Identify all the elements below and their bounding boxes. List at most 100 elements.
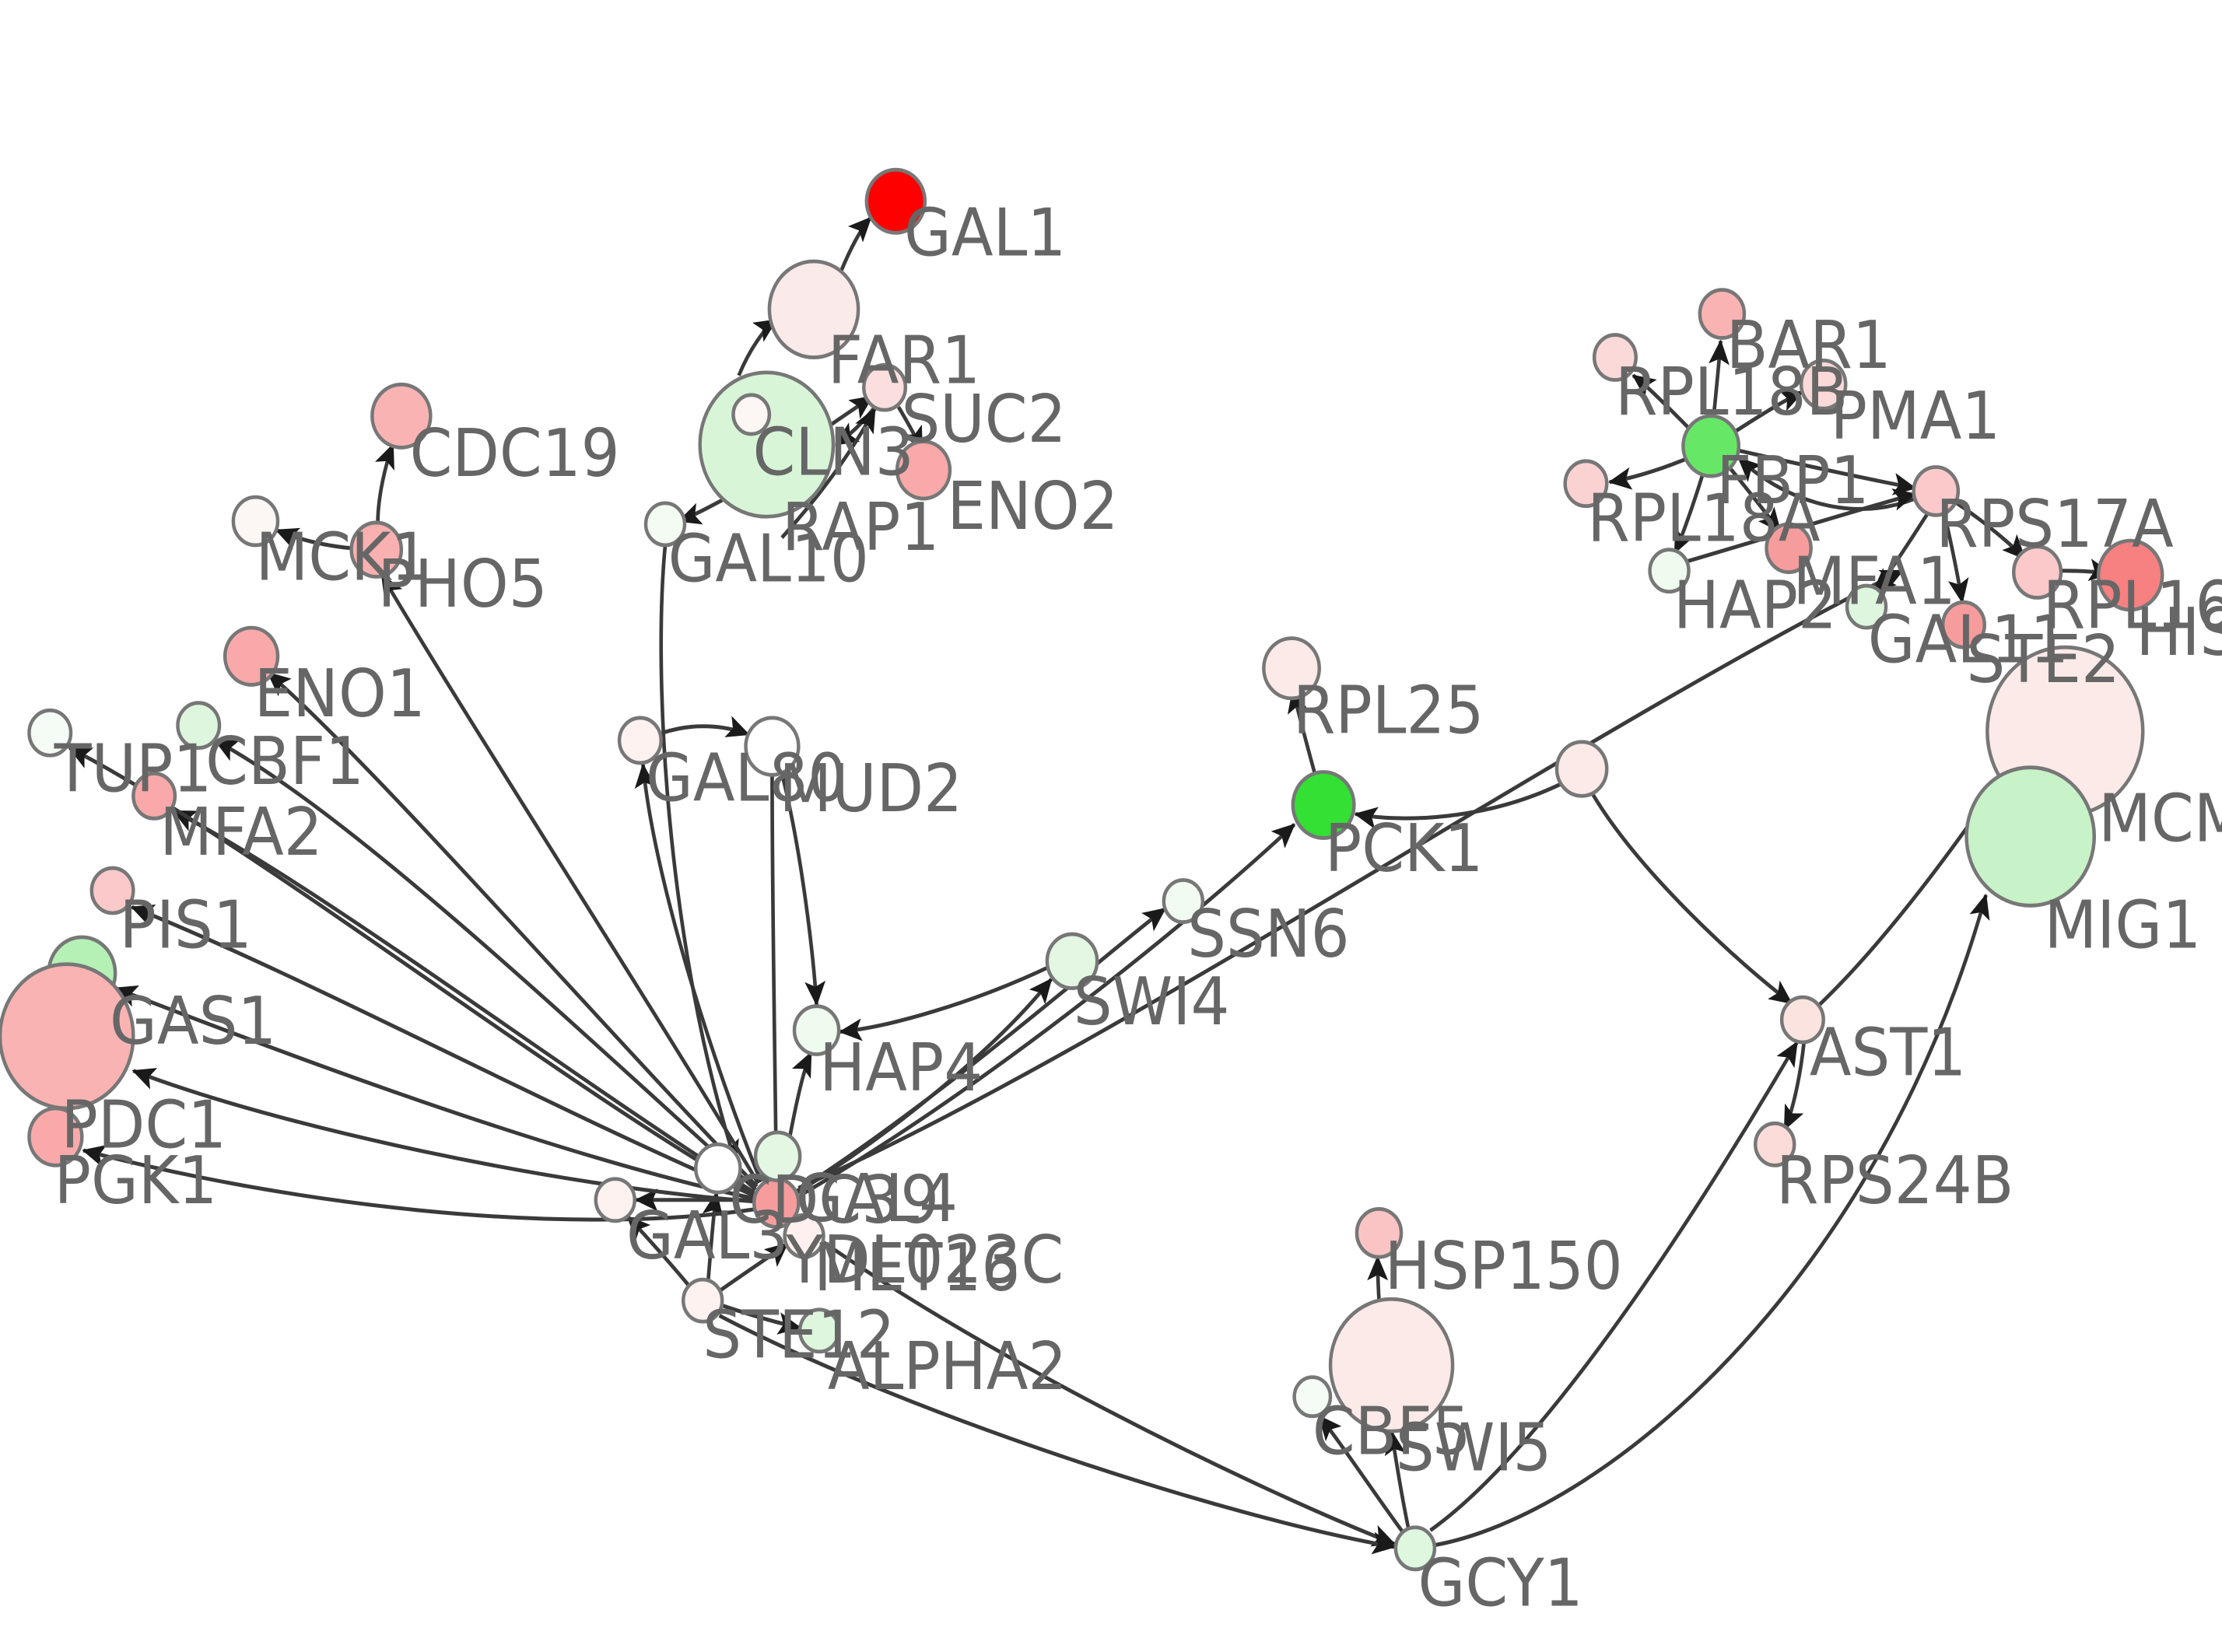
node-ssn6[interactable]	[1162, 878, 1205, 924]
node-gal11[interactable]	[1845, 583, 1888, 630]
node-label-pma1: PMA1	[1831, 378, 2001, 455]
edge-fbp1-to-rpl18a	[1607, 457, 1686, 490]
node-swi4[interactable]	[1045, 932, 1099, 990]
edge-fbp1-to-hap2	[1673, 474, 1705, 555]
node-eno2[interactable]	[895, 439, 952, 501]
node-gal80[interactable]	[617, 716, 663, 765]
node-label-his4: HIS4	[2136, 594, 2222, 671]
edge-ste12-to-gcy1	[718, 1314, 1396, 1555]
edge-gal4-to-pgk1	[82, 1145, 758, 1222]
node-label-eno2: ENO2	[947, 468, 1118, 545]
node-eno1[interactable]	[223, 625, 280, 687]
node-label-rap1: RAP1	[782, 489, 939, 566]
edge-gal4-to-gas1	[114, 985, 755, 1201]
node-mfa1[interactable]	[1765, 522, 1813, 575]
node-ast1[interactable]	[1779, 995, 1825, 1045]
node-label-alpha2: ALPHA2	[828, 1328, 1067, 1405]
node-met16node[interactable]	[753, 1130, 802, 1183]
node-mfa2[interactable]	[131, 772, 177, 821]
node-hap2[interactable]	[1648, 548, 1691, 594]
node-pdc1[interactable]	[0, 962, 135, 1111]
edge-gcy1-to-cbf5	[1318, 1415, 1404, 1534]
node-gcy1[interactable]	[1393, 1525, 1437, 1572]
node-hap4[interactable]	[792, 1004, 841, 1056]
edge-gal4-to-gal80	[634, 762, 763, 1183]
node-label-mfa1: MFA1	[1793, 543, 1955, 620]
edge-gal4-to-eno1	[267, 671, 759, 1188]
node-pma1[interactable]	[1799, 359, 1848, 411]
node-cbf1[interactable]	[176, 701, 222, 751]
edge-pho5-to-cdc19	[375, 443, 395, 524]
node-ydl023c[interactable]	[783, 1213, 825, 1259]
node-swi5[interactable]	[1328, 1297, 1455, 1433]
node-mud2[interactable]	[744, 716, 801, 777]
edge-cln3-to-far1	[737, 318, 778, 376]
edge-fbp1-to-rpl18b	[1631, 373, 1691, 430]
node-label-gcy1: GCY1	[1418, 1545, 1582, 1622]
node-cdc19[interactable]	[370, 382, 433, 450]
node-label-gal4: GAL4	[796, 1160, 958, 1237]
node-fbp1[interactable]	[1681, 414, 1741, 478]
edge-mud2-to-hap4	[780, 772, 826, 1006]
node-label-mig1: MIG1	[2045, 887, 2202, 964]
node-rpl18a[interactable]	[1563, 459, 1609, 509]
node-label-mud2: MUD2	[779, 751, 962, 828]
node-rap1[interactable]	[731, 393, 772, 436]
edge-gal4-to-gcy1	[790, 1217, 1396, 1547]
node-rpl18b[interactable]	[1592, 333, 1638, 382]
node-gal10[interactable]	[643, 501, 687, 548]
node-pgk1[interactable]	[27, 1106, 84, 1167]
node-label-cln3: CLN3	[752, 414, 913, 491]
node-label-hap2: HAP2	[1674, 567, 1837, 644]
node-mig1[interactable]	[1964, 765, 2097, 908]
node-unnameda[interactable]	[1554, 740, 1609, 798]
node-label-rpl16a: RPL16A	[2043, 567, 2222, 644]
node-ste2[interactable]	[1940, 600, 1986, 649]
node-ste12[interactable]	[681, 1277, 724, 1324]
node-his4[interactable]	[2096, 538, 2164, 612]
node-hsp150[interactable]	[1355, 1206, 1404, 1259]
edge-swi4-to-hap4	[839, 965, 1050, 1041]
node-label-cbf1: CBF1	[205, 723, 364, 800]
edge-gal4-to-pis1	[130, 905, 755, 1198]
edge-gcy1-to-swi5	[1384, 1430, 1411, 1528]
node-bar1[interactable]	[1698, 288, 1747, 340]
node-gal3[interactable]	[594, 1177, 636, 1223]
edge-gal4-to-pck1	[799, 823, 1296, 1198]
node-rpl16a[interactable]	[2012, 544, 2063, 600]
edge-ste12-to-alpha2	[720, 1303, 801, 1335]
node-label-ste2: STE2	[1967, 621, 2120, 698]
node-pck1[interactable]	[1291, 770, 1356, 840]
node-label-mcm1: MCM1	[2098, 781, 2222, 858]
node-cbf5[interactable]	[1292, 1375, 1333, 1419]
node-rpl25[interactable]	[1262, 636, 1321, 701]
node-label-gal3: GAL3	[626, 1198, 788, 1275]
node-mck1[interactable]	[231, 495, 280, 548]
node-far1[interactable]	[767, 259, 860, 359]
node-label-cdc19: CDC19	[410, 415, 620, 492]
node-rps24b[interactable]	[1754, 1121, 1796, 1167]
node-gal1[interactable]	[864, 167, 927, 235]
node-label-eno1: ENO1	[254, 656, 426, 733]
node-label-ast1: AST1	[1810, 1015, 1966, 1092]
edge-gal4-to-cbf1	[214, 738, 757, 1192]
edge-fbp1-to-pma1	[1735, 390, 1804, 433]
node-rps17a[interactable]	[1912, 465, 1961, 517]
node-cdc39[interactable]	[694, 1142, 742, 1195]
node-tup1[interactable]	[27, 708, 73, 758]
edge-gal4-to-ssn6	[796, 907, 1167, 1193]
node-label-hap4: HAP4	[819, 1030, 983, 1107]
node-alpha2[interactable]	[797, 1307, 841, 1354]
edge-fbp1-to-bar1	[1709, 339, 1730, 417]
edge-gal4-to-pdc1	[131, 1068, 755, 1204]
edge-gcy1-to-ast1	[1429, 1041, 1799, 1532]
node-label-ydl023c: YDL023C	[785, 1222, 1064, 1299]
edge-swi5-to-hsp150	[1367, 1255, 1389, 1301]
node-pho5[interactable]	[349, 520, 404, 579]
node-label-rps24b: RPS24B	[1776, 1143, 2014, 1220]
edge-ast1-to-rps24b	[1782, 1041, 1807, 1131]
node-suc2[interactable]	[862, 362, 908, 412]
node-layer	[0, 167, 2164, 1572]
node-pis1[interactable]	[89, 866, 135, 915]
node-label-gal10: GAL10	[668, 521, 869, 598]
